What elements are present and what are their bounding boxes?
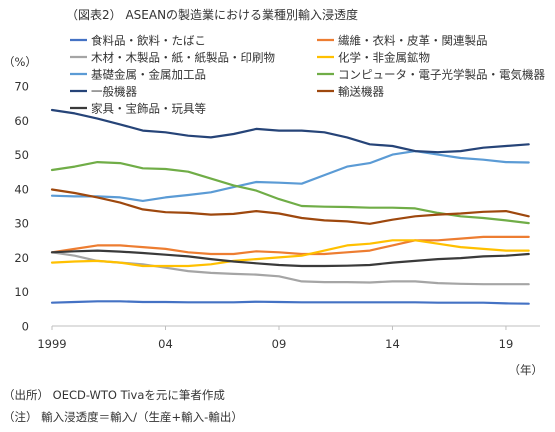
legend-label-3: 木材・木製品・紙・紙製品・印刷物: [91, 51, 275, 65]
x-tick-label-1999: 1999: [37, 337, 66, 351]
definition-note: （注） 輸入浸透度＝輸入/（生産+輸入-輸出）: [3, 410, 243, 424]
legend-label-4: 化学・非金属鉱物: [338, 51, 430, 65]
legend-label-8: 輸送機器: [338, 85, 384, 99]
series-line-2: [50, 235, 530, 256]
series-line-9: [50, 249, 530, 268]
x-tick-label-2014: 14: [385, 337, 400, 351]
y-tick-label-0: 0: [22, 320, 29, 334]
series-line-5: [50, 150, 530, 202]
y-axis-unit: （%）: [3, 55, 37, 69]
x-tick-label-2004: 04: [158, 337, 173, 351]
legend-label-6: コンピュータ・電子光学製品・電気機器: [338, 68, 545, 82]
y-tick-label-50: 50: [14, 148, 29, 162]
y-tick-label-60: 60: [14, 114, 29, 128]
series-line-4: [50, 239, 530, 268]
chart-title: （図表2） ASEANの製造業における業種別輸入浸透度: [66, 7, 358, 22]
x-tick-label-2019: 19: [499, 337, 514, 351]
y-tick-label-20: 20: [14, 251, 29, 265]
series-line-8: [50, 188, 530, 225]
legend-label-5: 基礎金属・金属加工品: [91, 68, 206, 82]
series-line-7: [50, 108, 530, 154]
legend-label-7: 一般機器: [91, 85, 137, 99]
y-tick-label-40: 40: [14, 182, 29, 196]
series-lines: [50, 108, 530, 305]
legend-label-9: 家具・宝飾品・玩具等: [91, 102, 206, 116]
y-tick-label-30: 30: [14, 217, 29, 231]
y-tick-label-70: 70: [14, 80, 29, 94]
series-line-1: [50, 300, 530, 305]
x-tick-label-2009: 09: [272, 337, 287, 351]
source-note: （出所） OECD-WTO Tivaを元に筆者作成: [3, 388, 225, 402]
x-axis-unit: （年）: [509, 363, 544, 377]
legend-label-1: 食料品・飲料・たばこ: [91, 34, 206, 48]
axes: 0 10 20 30 40 50 60 70 1999 04 09 14 19: [14, 80, 540, 351]
legend-label-2: 繊維・衣料・皮革・関連製品: [338, 34, 488, 48]
y-tick-label-10: 10: [14, 285, 29, 299]
